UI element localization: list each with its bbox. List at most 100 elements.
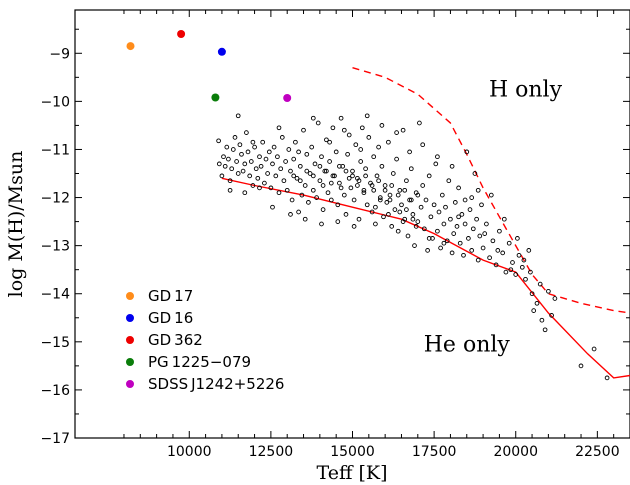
- data-point: [364, 113, 370, 119]
- data-point: [472, 171, 478, 176]
- data-point: [552, 296, 558, 301]
- data-point: [328, 197, 334, 203]
- data-point: [250, 139, 256, 145]
- data-point: [513, 272, 519, 277]
- data-point: [500, 250, 506, 256]
- data-point: [386, 212, 391, 217]
- data-point: [413, 224, 419, 229]
- legend-marker: [126, 336, 134, 344]
- data-point: [226, 156, 231, 162]
- data-point: [469, 248, 475, 253]
- data-point: [270, 204, 275, 210]
- data-point: [369, 183, 375, 188]
- data-point: [294, 175, 300, 181]
- data-point: [436, 209, 442, 215]
- data-point: [371, 187, 377, 193]
- data-point: [320, 207, 326, 212]
- data-point: [227, 187, 233, 193]
- data-point: [319, 221, 324, 227]
- annotation-he-only: He only: [424, 332, 511, 357]
- data-point: [348, 185, 354, 191]
- data-point: [353, 142, 359, 148]
- data-point: [390, 171, 396, 176]
- x-axis-ticks: 10000 12500 15000 17500 20000 22500: [123, 10, 630, 460]
- data-point: [459, 212, 465, 217]
- data-point: [531, 308, 537, 313]
- data-point: [441, 221, 447, 227]
- data-point: [216, 138, 221, 144]
- data-point: [235, 113, 241, 119]
- data-point: [449, 250, 455, 256]
- data-point: [423, 197, 429, 203]
- data-point: [415, 192, 421, 198]
- data-point: [387, 192, 393, 198]
- data-point: [379, 163, 385, 169]
- data-point: [317, 178, 323, 184]
- data-point: [310, 115, 316, 121]
- data-point: [394, 156, 399, 162]
- data-point: [526, 248, 532, 253]
- data-point: [521, 257, 527, 263]
- data-point: [508, 267, 514, 273]
- data-point: [542, 327, 548, 333]
- data-point: [279, 135, 285, 140]
- data-point: [487, 255, 492, 261]
- data-point: [262, 180, 267, 186]
- data-point: [457, 240, 463, 246]
- data-point: [242, 161, 248, 167]
- data-point: [350, 173, 355, 179]
- data-point: [283, 159, 288, 164]
- star-point: [217, 47, 226, 56]
- data-point: [493, 262, 499, 268]
- data-point: [315, 120, 321, 126]
- data-point: [229, 166, 235, 172]
- data-point: [297, 163, 303, 169]
- data-point: [426, 173, 432, 179]
- data-point: [519, 264, 525, 270]
- data-point: [433, 161, 439, 167]
- y-tick-label: −17: [40, 431, 70, 447]
- data-point: [312, 161, 318, 167]
- data-point: [456, 185, 461, 191]
- data-point: [244, 130, 249, 135]
- y-tick-label: −16: [40, 383, 70, 399]
- y-tick-label: −13: [40, 239, 70, 255]
- data-point: [258, 163, 264, 169]
- data-point: [343, 168, 349, 174]
- data-point: [435, 228, 440, 234]
- data-point: [343, 212, 349, 217]
- data-point: [335, 219, 341, 224]
- data-point: [394, 130, 399, 135]
- data-point: [239, 151, 244, 157]
- plot-frame: [74, 9, 630, 439]
- data-point: [219, 173, 225, 179]
- data-point: [260, 139, 266, 145]
- data-point: [449, 163, 455, 169]
- data-point: [358, 159, 364, 164]
- data-point: [299, 192, 305, 198]
- data-point: [382, 183, 388, 188]
- data-point: [397, 209, 403, 215]
- data-point: [235, 171, 241, 176]
- data-point: [456, 214, 461, 220]
- data-point: [293, 139, 298, 145]
- data-point: [268, 185, 274, 191]
- data-point: [386, 139, 391, 145]
- data-point: [516, 252, 522, 258]
- data-point: [475, 257, 481, 263]
- data-point: [276, 125, 282, 131]
- star-point: [211, 93, 220, 102]
- data-point: [408, 166, 414, 172]
- data-point: [304, 151, 310, 157]
- data-point: [382, 187, 388, 193]
- data-point: [480, 245, 486, 251]
- data-point: [232, 135, 238, 140]
- data-point: [335, 202, 341, 208]
- y-tick-label: −15: [40, 335, 70, 351]
- data-point: [482, 231, 488, 236]
- data-point: [377, 195, 383, 200]
- data-point: [528, 269, 533, 275]
- data-point: [539, 317, 545, 323]
- data-point: [534, 300, 540, 306]
